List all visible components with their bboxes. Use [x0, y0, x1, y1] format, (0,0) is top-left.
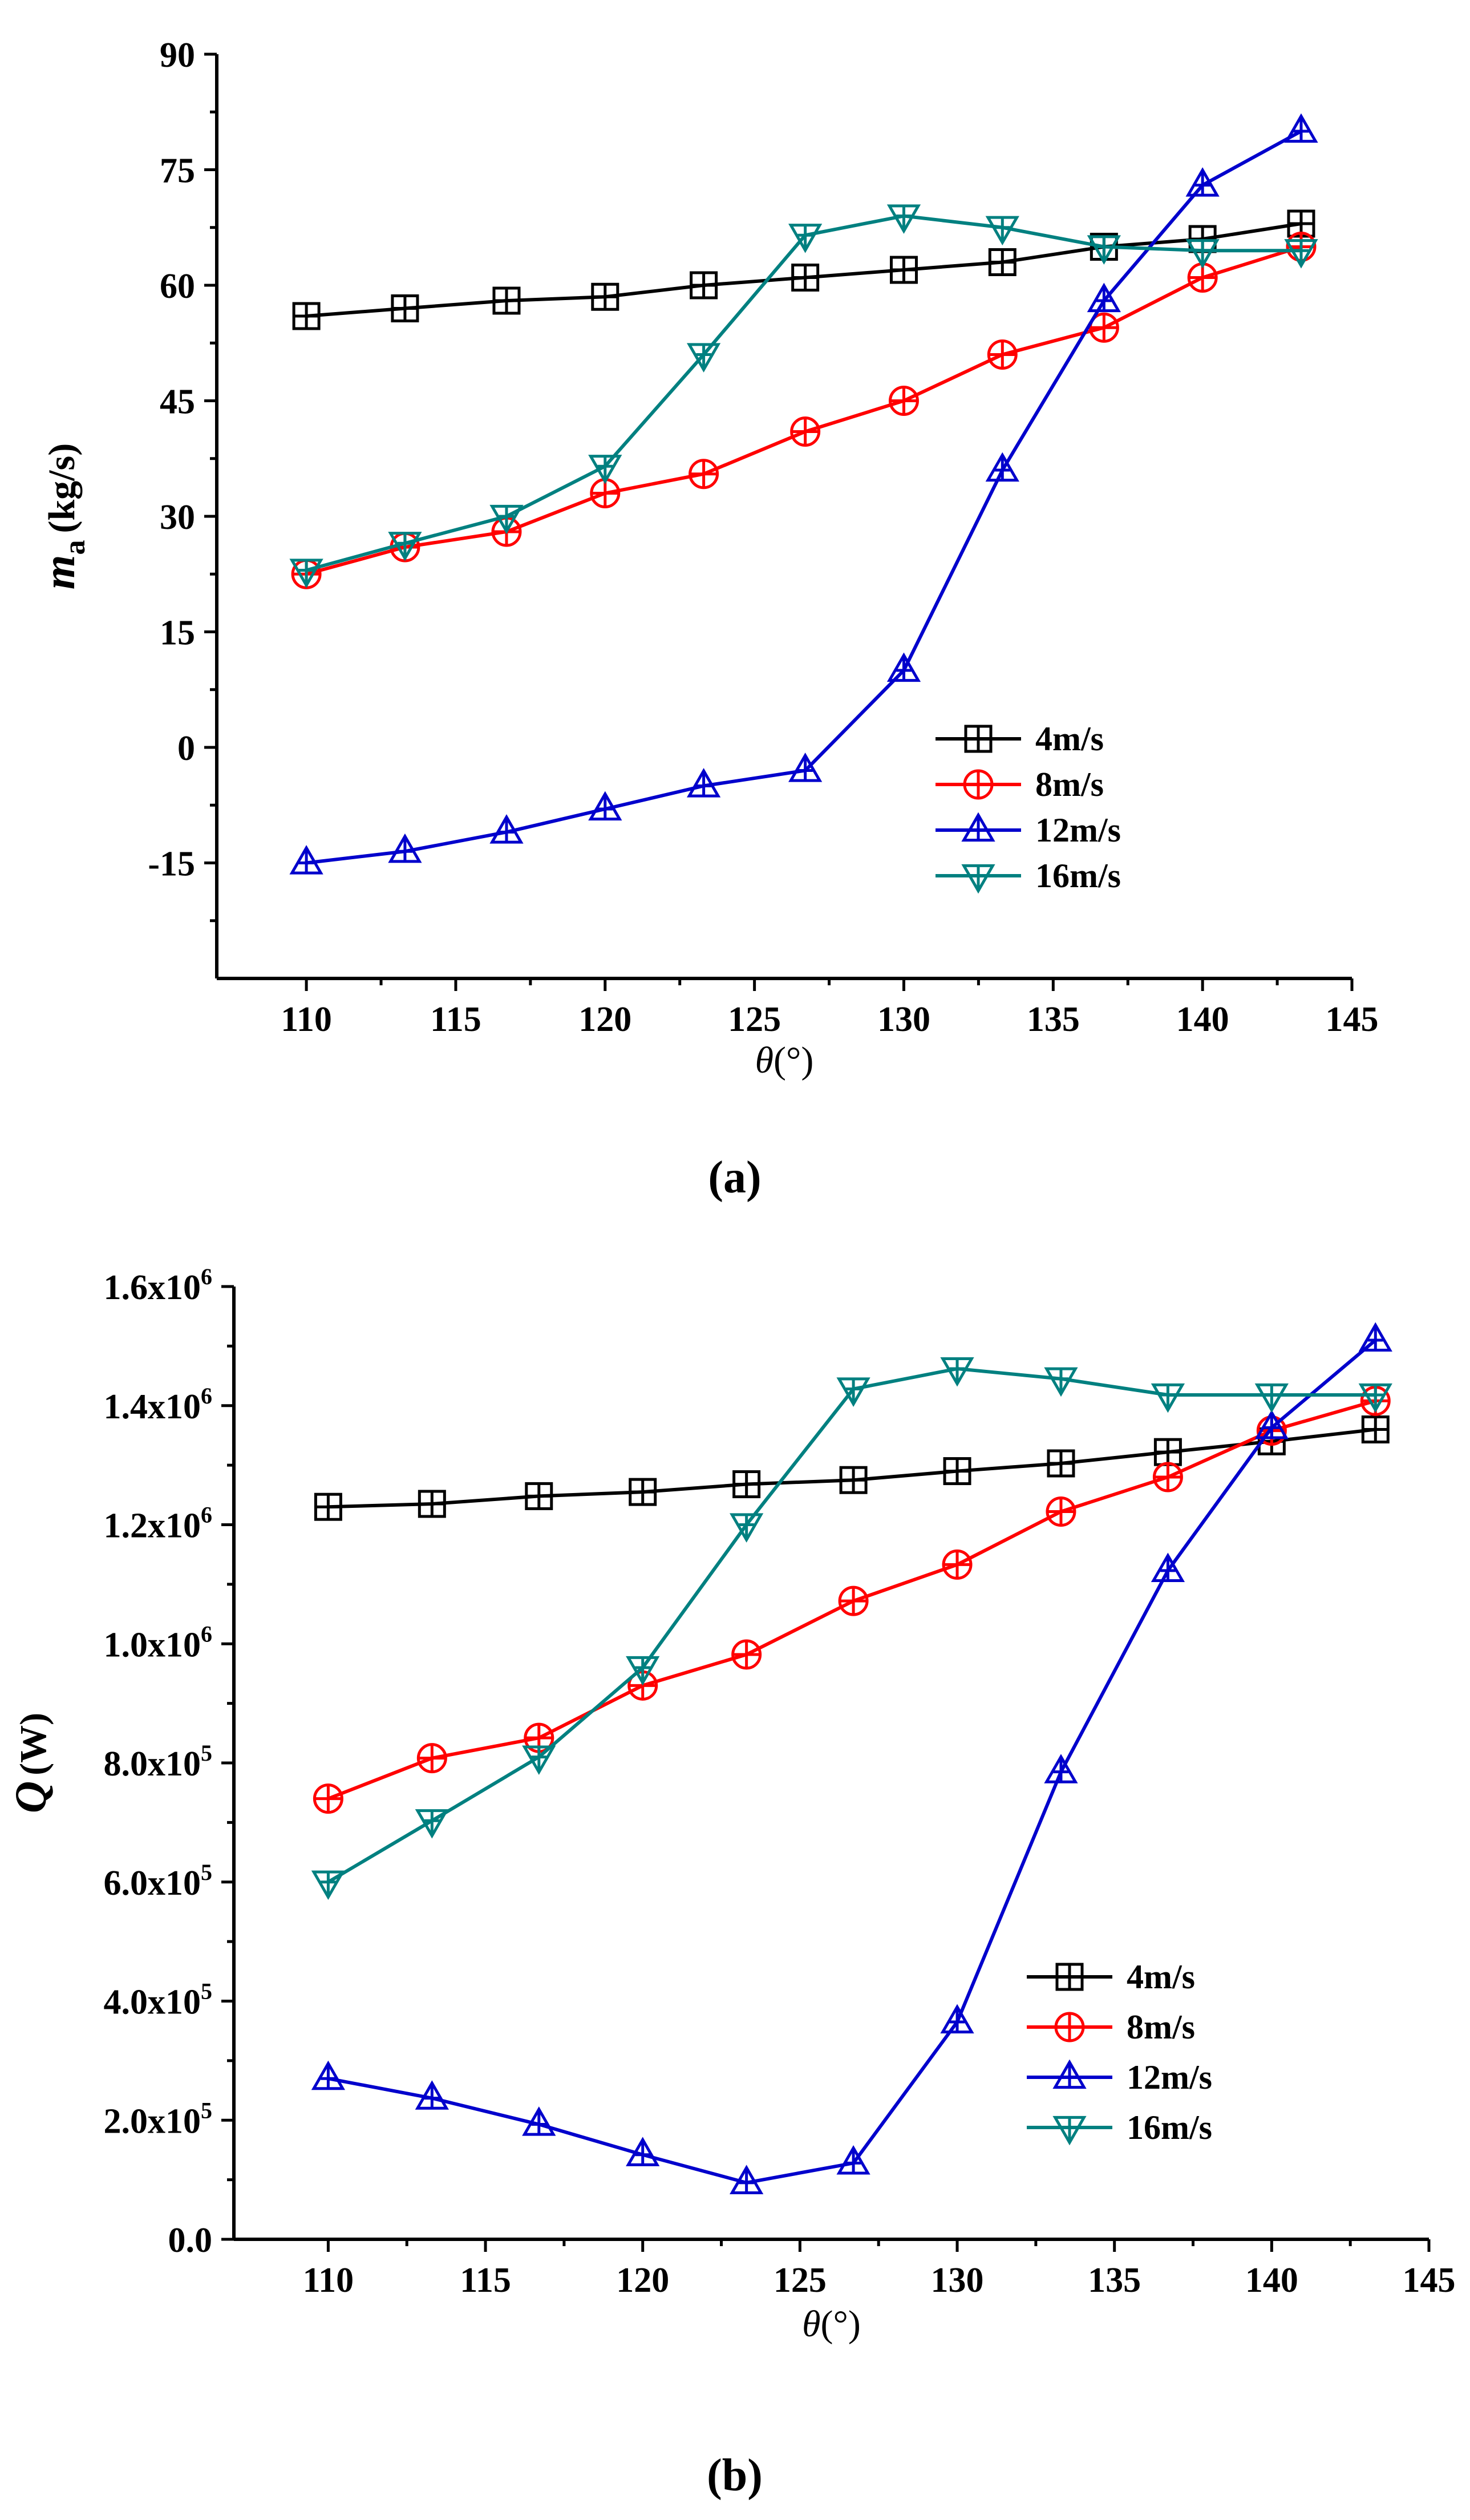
y-tick-label: 0: [177, 729, 195, 768]
x-axis-title: θ(°): [802, 2303, 861, 2345]
series-line-8m/s: [306, 245, 1302, 576]
panel-label: (b): [707, 2450, 763, 2501]
legend-label-16m/s: 16m/s: [1127, 2109, 1212, 2146]
y-tick-label: 75: [160, 152, 195, 191]
chart-panel-a: 110 115 120 125 130 135 140 145 -15 0 15 30 45 60 75 90…: [34, 36, 1379, 1203]
y-tick-label: 1.0x106: [104, 1621, 213, 1664]
y-tick-label: 60: [160, 267, 195, 306]
x-tick-label: 125: [774, 2261, 827, 2300]
y-tick-label: 45: [160, 383, 195, 422]
y-axis-title: ma(kg/s): [34, 443, 91, 589]
x-tick-label: 135: [1027, 1000, 1080, 1039]
x-tick-label: 125: [728, 1000, 781, 1039]
x-axis-title: θ(°): [755, 1039, 814, 1081]
y-tick-label: 1.6x106: [104, 1264, 213, 1307]
x-tick-label: 110: [281, 1000, 332, 1039]
y-tick-label: 8.0x105: [104, 1740, 213, 1783]
legend-label-16m/s: 16m/s: [1035, 857, 1121, 895]
y-tick-label: -15: [148, 845, 195, 884]
legend-label-8m/s: 8m/s: [1035, 766, 1104, 803]
x-tick-label: 120: [578, 1000, 631, 1039]
chart-panel-b: 110 115 120 125 130 135 140 145 0.0 2.0x105 4.0x10…: [6, 1264, 1456, 2501]
y-tick-label: 6.0x105: [104, 1859, 213, 1903]
x-tick-label: 120: [616, 2261, 669, 2300]
x-tick-label: 115: [460, 2261, 511, 2300]
legend-label-12m/s: 12m/s: [1035, 811, 1121, 849]
y-tick-label: 90: [160, 36, 195, 75]
y-tick-label: 4.0x105: [104, 1979, 213, 2022]
y-tick-label: 30: [160, 498, 195, 537]
legend-label-4m/s: 4m/s: [1127, 1958, 1195, 1996]
y-tick-label: 0.0: [168, 2221, 213, 2260]
x-tick-label: 130: [931, 2261, 984, 2300]
x-tick-label: 145: [1326, 1000, 1379, 1039]
legend-label-4m/s: 4m/s: [1035, 720, 1104, 758]
x-tick-label: 115: [430, 1000, 481, 1039]
series-line-12m/s: [306, 130, 1302, 865]
panel-label: (a): [708, 1152, 761, 1203]
x-tick-label: 130: [877, 1000, 930, 1039]
x-tick-label: 140: [1176, 1000, 1229, 1039]
y-tick-label: 2.0x105: [104, 2097, 213, 2141]
x-tick-label: 140: [1245, 2261, 1298, 2300]
x-tick-label: 110: [303, 2261, 354, 2300]
y-axis-title: Q(W): [6, 1713, 55, 1813]
legend-label-8m/s: 8m/s: [1127, 2008, 1195, 2046]
y-tick-label: 1.4x106: [104, 1383, 213, 1426]
series-line-16m/s: [306, 214, 1301, 572]
x-tick-label: 135: [1088, 2261, 1141, 2300]
y-tick-label: 15: [160, 614, 195, 653]
x-tick-label: 145: [1403, 2261, 1456, 2300]
y-tick-label: 1.2x106: [104, 1502, 213, 1546]
legend-label-12m/s: 12m/s: [1127, 2058, 1212, 2096]
